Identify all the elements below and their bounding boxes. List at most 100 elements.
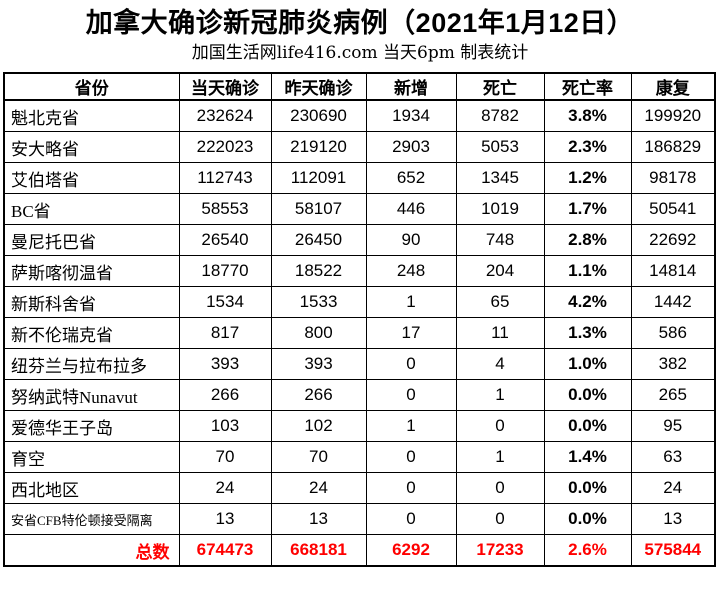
- cell-yesterday-confirmed: 18522: [270, 255, 367, 287]
- cell-yesterday-confirmed: 70: [270, 441, 367, 473]
- table-row: 新斯科舍省 1534 1533 1 65 4.2% 1442: [3, 286, 716, 318]
- cell-death-rate: 0.0%: [543, 410, 632, 442]
- cell-deaths: 0: [455, 410, 545, 442]
- cell-new-cases: 0: [365, 472, 457, 504]
- cell-today-confirmed: 112743: [178, 162, 272, 194]
- table-body: 魁北克省 232624 230690 1934 8782 3.8% 199920 安大略省 22…: [3, 99, 716, 535]
- cell-death-rate: 3.8%: [543, 99, 632, 132]
- cell-death-rate: 2.3%: [543, 131, 632, 163]
- cell-new-cases: 90: [365, 224, 457, 256]
- cell-today-confirmed: 232624: [178, 99, 272, 132]
- cell-deaths: 1019: [455, 193, 545, 225]
- cell-province: BC省: [3, 193, 180, 225]
- cell-death-rate: 0.0%: [543, 503, 632, 535]
- cell-province: 新不伦瑞克省: [3, 317, 180, 349]
- cell-deaths: 5053: [455, 131, 545, 163]
- cell-new-cases: 0: [365, 441, 457, 473]
- cell-recovered: 586: [630, 317, 716, 349]
- cell-recovered: 265: [630, 379, 716, 411]
- header-new-cases: 新增: [365, 72, 457, 101]
- cell-yesterday-confirmed: 26450: [270, 224, 367, 256]
- table-row: 育空 70 70 0 1 1.4% 63: [3, 441, 716, 473]
- total-label: 总数: [3, 534, 180, 567]
- cell-yesterday-confirmed: 102: [270, 410, 367, 442]
- cell-recovered: 95: [630, 410, 716, 442]
- cell-recovered: 98178: [630, 162, 716, 194]
- cell-death-rate: 1.2%: [543, 162, 632, 194]
- cell-recovered: 186829: [630, 131, 716, 163]
- cell-new-cases: 17: [365, 317, 457, 349]
- cell-recovered: 1442: [630, 286, 716, 318]
- cell-deaths: 748: [455, 224, 545, 256]
- cell-recovered: 63: [630, 441, 716, 473]
- table-row: 新不伦瑞克省 817 800 17 11 1.3% 586: [3, 317, 716, 349]
- cell-death-rate: 4.2%: [543, 286, 632, 318]
- cell-province: 萨斯喀彻温省: [3, 255, 180, 287]
- table-row: 安省CFB特伦顿接受隔离 13 13 0 0 0.0% 13: [3, 503, 716, 535]
- total-today-confirmed: 674473: [178, 534, 272, 567]
- cell-province: 西北地区: [3, 472, 180, 504]
- covid-stats-page: 加拿大确诊新冠肺炎病例（2021年1月12日） 加国生活网life416.com…: [0, 6, 720, 567]
- header-deaths: 死亡: [455, 72, 545, 101]
- cell-today-confirmed: 266: [178, 379, 272, 411]
- page-subtitle: 加国生活网life416.com 当天6pm 制表统计: [191, 43, 529, 63]
- cell-deaths: 1: [455, 379, 545, 411]
- cell-recovered: 199920: [630, 99, 716, 132]
- cell-yesterday-confirmed: 1533: [270, 286, 367, 318]
- cell-province: 安大略省: [3, 131, 180, 163]
- cell-recovered: 50541: [630, 193, 716, 225]
- header-province: 省份: [3, 72, 180, 101]
- total-deaths: 17233: [455, 534, 545, 567]
- header-death-rate: 死亡率: [543, 72, 632, 101]
- cell-new-cases: 1: [365, 286, 457, 318]
- table-row: 努纳武特Nunavut 266 266 0 1 0.0% 265: [3, 379, 716, 411]
- cell-deaths: 8782: [455, 99, 545, 132]
- cell-recovered: 14814: [630, 255, 716, 287]
- cell-yesterday-confirmed: 112091: [270, 162, 367, 194]
- header-row: 省份 当天确诊 昨天确诊 新增 死亡 死亡率 康复: [3, 72, 716, 101]
- cell-new-cases: 248: [365, 255, 457, 287]
- cell-deaths: 204: [455, 255, 545, 287]
- cell-death-rate: 1.4%: [543, 441, 632, 473]
- cell-deaths: 4: [455, 348, 545, 380]
- cell-province: 曼尼托巴省: [3, 224, 180, 256]
- cell-today-confirmed: 222023: [178, 131, 272, 163]
- cell-today-confirmed: 1534: [178, 286, 272, 318]
- cell-yesterday-confirmed: 393: [270, 348, 367, 380]
- cell-deaths: 1345: [455, 162, 545, 194]
- cell-new-cases: 0: [365, 503, 457, 535]
- total-death-rate: 2.6%: [543, 534, 632, 567]
- cell-new-cases: 652: [365, 162, 457, 194]
- cell-death-rate: 1.1%: [543, 255, 632, 287]
- cell-yesterday-confirmed: 24: [270, 472, 367, 504]
- header-yesterday-confirmed: 昨天确诊: [270, 72, 367, 101]
- table-row: 曼尼托巴省 26540 26450 90 748 2.8% 22692: [3, 224, 716, 256]
- cell-deaths: 65: [455, 286, 545, 318]
- cell-recovered: 22692: [630, 224, 716, 256]
- cell-death-rate: 1.7%: [543, 193, 632, 225]
- table-row: 纽芬兰与拉布拉多 393 393 0 4 1.0% 382: [3, 348, 716, 380]
- total-yesterday-confirmed: 668181: [270, 534, 367, 567]
- table-row: 魁北克省 232624 230690 1934 8782 3.8% 199920: [3, 99, 716, 132]
- cell-yesterday-confirmed: 266: [270, 379, 367, 411]
- cell-deaths: 1: [455, 441, 545, 473]
- cell-deaths: 11: [455, 317, 545, 349]
- cell-recovered: 382: [630, 348, 716, 380]
- covid-stats-table: 省份 当天确诊 昨天确诊 新增 死亡 死亡率 康复 魁北克省 232624 2306…: [3, 72, 716, 567]
- cell-death-rate: 2.8%: [543, 224, 632, 256]
- cell-new-cases: 1: [365, 410, 457, 442]
- total-recovered: 575844: [630, 534, 716, 567]
- cell-yesterday-confirmed: 230690: [270, 99, 367, 132]
- cell-new-cases: 0: [365, 348, 457, 380]
- cell-province: 育空: [3, 441, 180, 473]
- cell-today-confirmed: 24: [178, 472, 272, 504]
- table-row: 西北地区 24 24 0 0 0.0% 24: [3, 472, 716, 504]
- table-row: 爱德华王子岛 103 102 1 0 0.0% 95: [3, 410, 716, 442]
- cell-recovered: 24: [630, 472, 716, 504]
- cell-deaths: 0: [455, 472, 545, 504]
- cell-recovered: 13: [630, 503, 716, 535]
- cell-today-confirmed: 817: [178, 317, 272, 349]
- cell-yesterday-confirmed: 13: [270, 503, 367, 535]
- table-row: 安大略省 222023 219120 2903 5053 2.3% 186829: [3, 131, 716, 163]
- cell-province: 努纳武特Nunavut: [3, 379, 180, 411]
